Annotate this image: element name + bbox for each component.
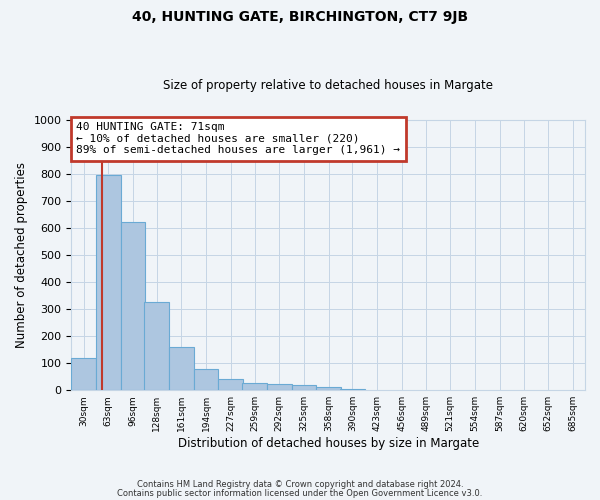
Text: Contains HM Land Registry data © Crown copyright and database right 2024.: Contains HM Land Registry data © Crown c… — [137, 480, 463, 489]
Text: Contains public sector information licensed under the Open Government Licence v3: Contains public sector information licen… — [118, 489, 482, 498]
Title: Size of property relative to detached houses in Margate: Size of property relative to detached ho… — [163, 79, 493, 92]
Bar — [96, 175, 121, 390]
Bar — [121, 222, 145, 390]
Text: 40, HUNTING GATE, BIRCHINGTON, CT7 9JB: 40, HUNTING GATE, BIRCHINGTON, CT7 9JB — [132, 10, 468, 24]
Y-axis label: Number of detached properties: Number of detached properties — [15, 162, 28, 348]
Bar — [71, 358, 96, 390]
Bar — [145, 302, 169, 390]
Bar — [292, 385, 316, 390]
Bar — [169, 347, 194, 390]
X-axis label: Distribution of detached houses by size in Margate: Distribution of detached houses by size … — [178, 437, 479, 450]
Bar — [340, 389, 365, 390]
Text: 40 HUNTING GATE: 71sqm
← 10% of detached houses are smaller (220)
89% of semi-de: 40 HUNTING GATE: 71sqm ← 10% of detached… — [76, 122, 400, 156]
Bar — [218, 380, 243, 390]
Bar — [267, 384, 292, 390]
Bar — [242, 382, 267, 390]
Bar — [316, 387, 341, 390]
Bar — [194, 368, 218, 390]
